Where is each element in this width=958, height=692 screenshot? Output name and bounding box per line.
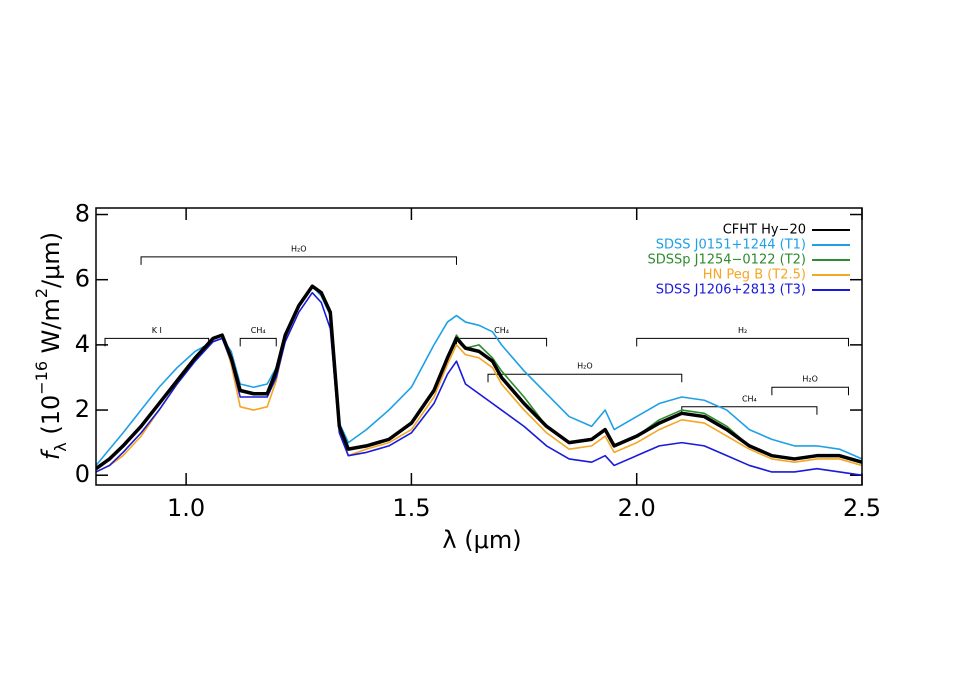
y-tick-label: 8 xyxy=(75,200,90,228)
y-label-part: 2 xyxy=(32,288,51,298)
annotation-bracket xyxy=(104,337,210,347)
y-label-part: λ xyxy=(51,442,70,451)
legend-label: HN Peg B (T2.5) xyxy=(703,268,806,283)
annotation-label: CH₄ xyxy=(742,394,757,403)
legend-label: SDSSp J1254−0122 (T2) xyxy=(647,253,806,268)
y-label-part: (10 xyxy=(37,395,65,443)
annotation-label: CH₄ xyxy=(251,326,266,335)
legend-label: CFHT Hy−20 xyxy=(723,223,806,238)
x-tick-label: 2.0 xyxy=(618,494,656,522)
x-tick-label: 2.5 xyxy=(843,494,881,522)
annotation-bracket xyxy=(636,337,849,347)
x-axis-label: λ (μm) xyxy=(442,526,521,554)
spectrum-line xyxy=(96,284,862,471)
annotation-label: H₂O xyxy=(802,375,818,384)
annotation-bracket xyxy=(140,256,457,265)
y-tick-label: 2 xyxy=(75,395,90,423)
annotation-bracket xyxy=(771,386,849,396)
spectrum-line xyxy=(96,291,862,477)
annotation-label: H₂O xyxy=(577,362,593,371)
spectrum-line xyxy=(96,285,862,470)
spectrum-line xyxy=(96,285,862,466)
legend-label: SDSS J0151+1244 (T1) xyxy=(656,238,806,253)
y-tick-label: 6 xyxy=(75,265,90,293)
y-tick-label: 0 xyxy=(75,460,90,488)
annotation-label: H₂ xyxy=(738,326,747,335)
y-label-part: W/m xyxy=(37,298,65,361)
y-label-part: −16 xyxy=(32,361,51,395)
annotation-label: K I xyxy=(152,326,162,335)
y-label-part: /μm) xyxy=(37,232,65,288)
annotation-label: H₂O xyxy=(291,244,307,253)
x-tick-label: 1.0 xyxy=(167,494,205,522)
y-tick-label: 4 xyxy=(75,330,90,358)
annotation-bracket xyxy=(239,337,277,347)
x-tick-label: 1.5 xyxy=(392,494,430,522)
annotation-bracket xyxy=(487,373,683,383)
annotation-label: CH₄ xyxy=(494,326,509,335)
y-axis-label: fλ (10−16 W/m2/μm) xyxy=(32,232,70,460)
legend-label: SDSS J1206+2813 (T3) xyxy=(656,283,806,298)
plot-frame xyxy=(95,207,863,486)
